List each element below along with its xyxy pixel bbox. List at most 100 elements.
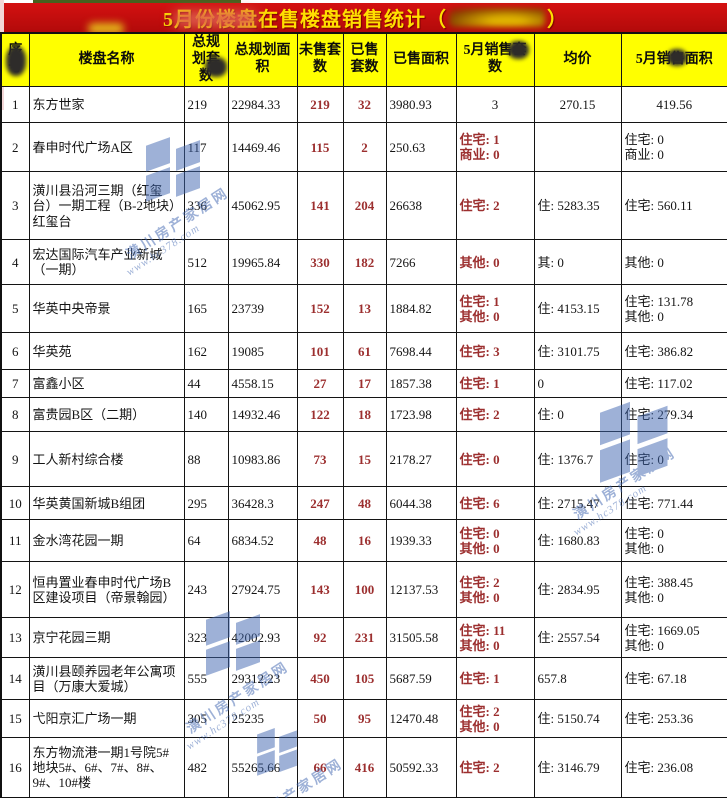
planned-units-cell: 117 [183, 122, 229, 173]
column-header: 5月销售套数 [455, 32, 535, 88]
cell-line: 住宅: 1 [459, 293, 500, 309]
unsold-units-cell: 122 [296, 397, 344, 433]
column-header: 楼盘名称 [28, 32, 185, 88]
sold-area-cell: 1723.98 [385, 397, 457, 433]
property-name-cell: 华英苑 [28, 332, 185, 371]
property-name-cell: 宏达国际汽车产业新城（一期） [28, 239, 185, 286]
column-header: 序号 [0, 32, 30, 88]
avg-price-cell: 住: 5150.74 [533, 699, 622, 739]
table-row: 16 东方物流港一期1号院5#地块5#、6#、7#、8#、9#、10#楼 482 55… [0, 737, 727, 798]
may-sales-units-cell: 住宅: 2 其他: 0 [455, 561, 535, 619]
may-sales-area-cell: 住宅: 560.11 [620, 171, 727, 241]
cell-line: 住宅: 0 [459, 451, 500, 467]
table-row: 1 东方世家 219 22984.33 219 32 3980.93 3 270.15 419.5… [0, 86, 727, 124]
cell-line: 商业: 0 [459, 147, 500, 163]
row-number-cell: 14 [0, 657, 30, 701]
sold-area-cell: 7698.44 [385, 332, 457, 371]
cell-line: 住宅: 2 [459, 198, 500, 214]
planned-area-cell: 22984.33 [227, 86, 298, 124]
cell-line: 住宅: 386.82 [624, 343, 694, 359]
planned-area-cell: 14932.46 [227, 397, 298, 433]
unsold-units-cell: 247 [296, 486, 344, 521]
cell-line: 其他: 0 [459, 637, 500, 653]
column-header-label: 未售套数 [299, 43, 341, 76]
cell-line: 住: 1680.83 [537, 533, 600, 549]
row-number-cell: 10 [0, 486, 30, 521]
sold-units-cell: 17 [342, 369, 387, 399]
redaction-blob [88, 23, 124, 34]
sold-area-cell: 1884.82 [385, 284, 457, 334]
may-sales-units-cell: 住宅: 2 [455, 737, 535, 798]
planned-units-cell: 295 [183, 486, 229, 521]
may-sales-units-cell: 住宅: 2 其他: 0 [455, 699, 535, 739]
table-row: 12 恒冉置业春申时代广场B区建设项目（帝景翰园） 243 27924.75 143 10… [0, 561, 727, 619]
cell-line: 住宅: 117.02 [624, 376, 693, 392]
cell-line: 住宅: 11 [459, 622, 506, 638]
table-row: 14 潢川县颐养园老年公寓项目（万康大爱城） 555 29312.23 450 105 56… [0, 657, 727, 701]
sold-area-cell: 2178.27 [385, 431, 457, 488]
may-sales-units-cell: 住宅: 1 其他: 0 [455, 284, 535, 334]
row-number-cell: 11 [0, 519, 30, 563]
table-row: 6 华英苑 162 19085 101 61 7698.44 住宅: 3 住: 3101.75 住… [0, 332, 727, 371]
may-sales-area-cell: 住宅: 67.18 [620, 657, 727, 701]
property-name-cell: 东方世家 [28, 86, 185, 124]
property-name-cell: 京宁花园三期 [28, 617, 185, 659]
cell-line: 270.15 [559, 97, 596, 113]
planned-units-cell: 219 [183, 86, 229, 124]
property-name-cell: 华英中央帝景 [28, 284, 185, 334]
may-sales-area-cell: 住宅: 386.82 [620, 332, 727, 371]
sold-units-cell: 61 [342, 332, 387, 371]
avg-price-cell: 住: 3146.79 [533, 737, 622, 798]
cell-line: 住宅: 253.36 [624, 711, 694, 727]
may-sales-units-cell: 住宅: 1 [455, 657, 535, 701]
planned-area-cell: 23739 [227, 284, 298, 334]
cell-line: 住宅: 771.44 [624, 495, 694, 511]
planned-units-cell: 482 [183, 737, 229, 798]
planned-area-cell: 19085 [227, 332, 298, 371]
sold-units-cell: 204 [342, 171, 387, 241]
may-sales-area-cell: 其他: 0 [620, 239, 727, 286]
avg-price-cell: 住: 0 [533, 397, 622, 433]
may-sales-area-cell: 419.56 [620, 86, 727, 124]
row-number-cell: 5 [0, 284, 30, 334]
planned-units-cell: 555 [183, 657, 229, 701]
sold-units-cell: 13 [342, 284, 387, 334]
property-name-cell: 富贵园B区（二期） [28, 397, 185, 433]
sold-units-cell: 2 [342, 122, 387, 173]
row-number-cell: 13 [0, 617, 30, 659]
may-sales-area-cell: 住宅: 388.45 其他: 0 [620, 561, 727, 619]
row-number-cell: 7 [0, 369, 30, 399]
planned-units-cell: 323 [183, 617, 229, 659]
planned-area-cell: 25235 [227, 699, 298, 739]
planned-area-cell: 4558.15 [227, 369, 298, 399]
column-header: 已售面积 [385, 32, 457, 88]
avg-price-cell: 住: 2715.47 [533, 486, 622, 521]
cell-line: 住宅: 2 [459, 703, 500, 719]
unsold-units-cell: 330 [296, 239, 344, 286]
row-number-cell: 1 [0, 86, 30, 124]
unsold-units-cell: 73 [296, 431, 344, 488]
column-header: 5月销售面积 [620, 32, 727, 88]
cell-line: 3 [491, 97, 499, 113]
may-sales-area-cell: 住宅: 253.36 [620, 699, 727, 739]
property-name-cell: 金水湾花园一期 [28, 519, 185, 563]
may-sales-area-cell: 住宅: 0 其他: 0 [620, 519, 727, 563]
property-name-cell: 工人新村综合楼 [28, 431, 185, 488]
avg-price-cell [533, 122, 622, 173]
cell-line: 住宅: 560.11 [624, 198, 693, 214]
avg-price-cell: 住: 3101.75 [533, 332, 622, 371]
title-banner: 5月份楼盘在售楼盘销售统计（ ） [4, 3, 727, 34]
planned-units-cell: 64 [183, 519, 229, 563]
column-header-label: 均价 [563, 51, 592, 67]
sold-area-cell: 3980.93 [385, 86, 457, 124]
may-sales-units-cell: 住宅: 1 商业: 0 [455, 122, 535, 173]
cell-line: 其他: 0 [459, 540, 500, 556]
sold-area-cell: 5687.59 [385, 657, 457, 701]
planned-area-cell: 6834.52 [227, 519, 298, 563]
table-row: 4 宏达国际汽车产业新城（一期） 512 19965.84 330 182 7266 其他: … [0, 239, 727, 286]
property-name-cell: 恒冉置业春申时代广场B区建设项目（帝景翰园） [28, 561, 185, 619]
may-sales-area-cell: 住宅: 279.34 [620, 397, 727, 433]
avg-price-cell: 住: 1680.83 [533, 519, 622, 563]
